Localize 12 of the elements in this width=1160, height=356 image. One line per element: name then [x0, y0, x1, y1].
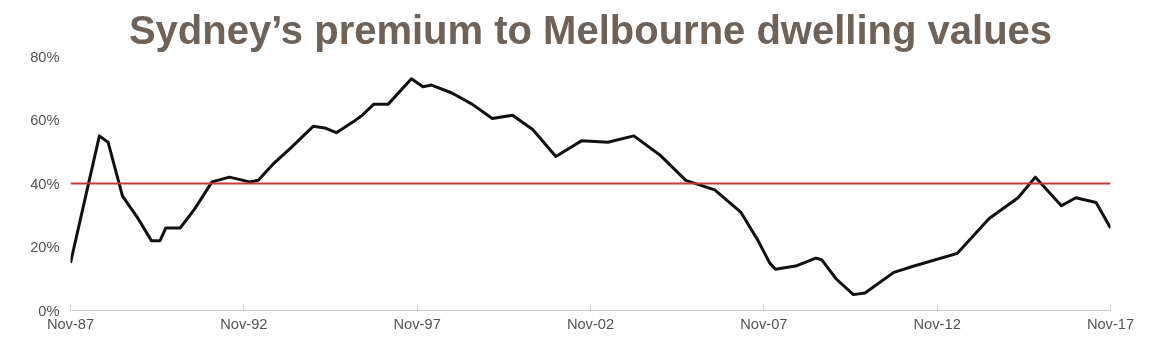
y-tick-label: 40%	[30, 175, 60, 192]
chart-title: Sydney’s premium to Melbourne dwelling values	[128, 7, 1053, 52]
y-tick-label: 80%	[30, 48, 60, 65]
x-tick-label: Nov-92	[220, 315, 268, 332]
y-tick-label: 20%	[30, 239, 60, 255]
x-tick-label: Nov-17	[1086, 315, 1135, 332]
y-tick-label: 60%	[30, 112, 60, 128]
line-series	[70, 77, 1111, 297]
x-tick-label: Nov-12	[913, 315, 961, 332]
x-tick-label: Nov-97	[393, 315, 441, 332]
x-tick-label: Nov-02	[566, 315, 615, 332]
x-tick-label: Nov-07	[740, 315, 788, 332]
